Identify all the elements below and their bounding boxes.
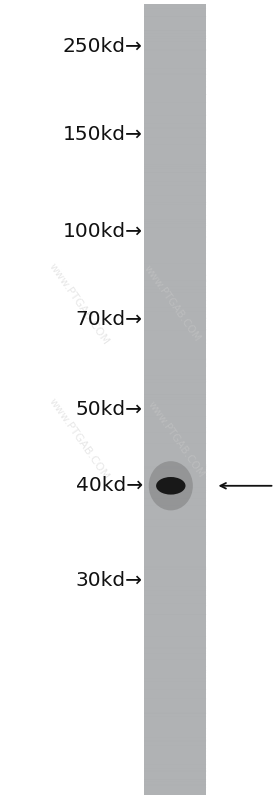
Text: www.PTGAB.COM: www.PTGAB.COM [146, 400, 206, 479]
Text: www.PTGAB.COM: www.PTGAB.COM [46, 397, 110, 482]
Text: 70kd→: 70kd→ [76, 310, 143, 329]
Ellipse shape [156, 477, 185, 495]
Text: 250kd→: 250kd→ [63, 37, 143, 56]
Text: www.PTGAB.COM: www.PTGAB.COM [142, 264, 202, 344]
Text: 30kd→: 30kd→ [76, 570, 143, 590]
Text: www.PTGAB.COM: www.PTGAB.COM [46, 261, 110, 346]
Bar [144, 4, 206, 795]
Text: 50kd→: 50kd→ [76, 400, 143, 419]
Text: 150kd→: 150kd→ [63, 125, 143, 144]
Text: 100kd→: 100kd→ [63, 222, 143, 241]
Ellipse shape [149, 461, 193, 511]
Text: 40kd→: 40kd→ [76, 476, 143, 495]
